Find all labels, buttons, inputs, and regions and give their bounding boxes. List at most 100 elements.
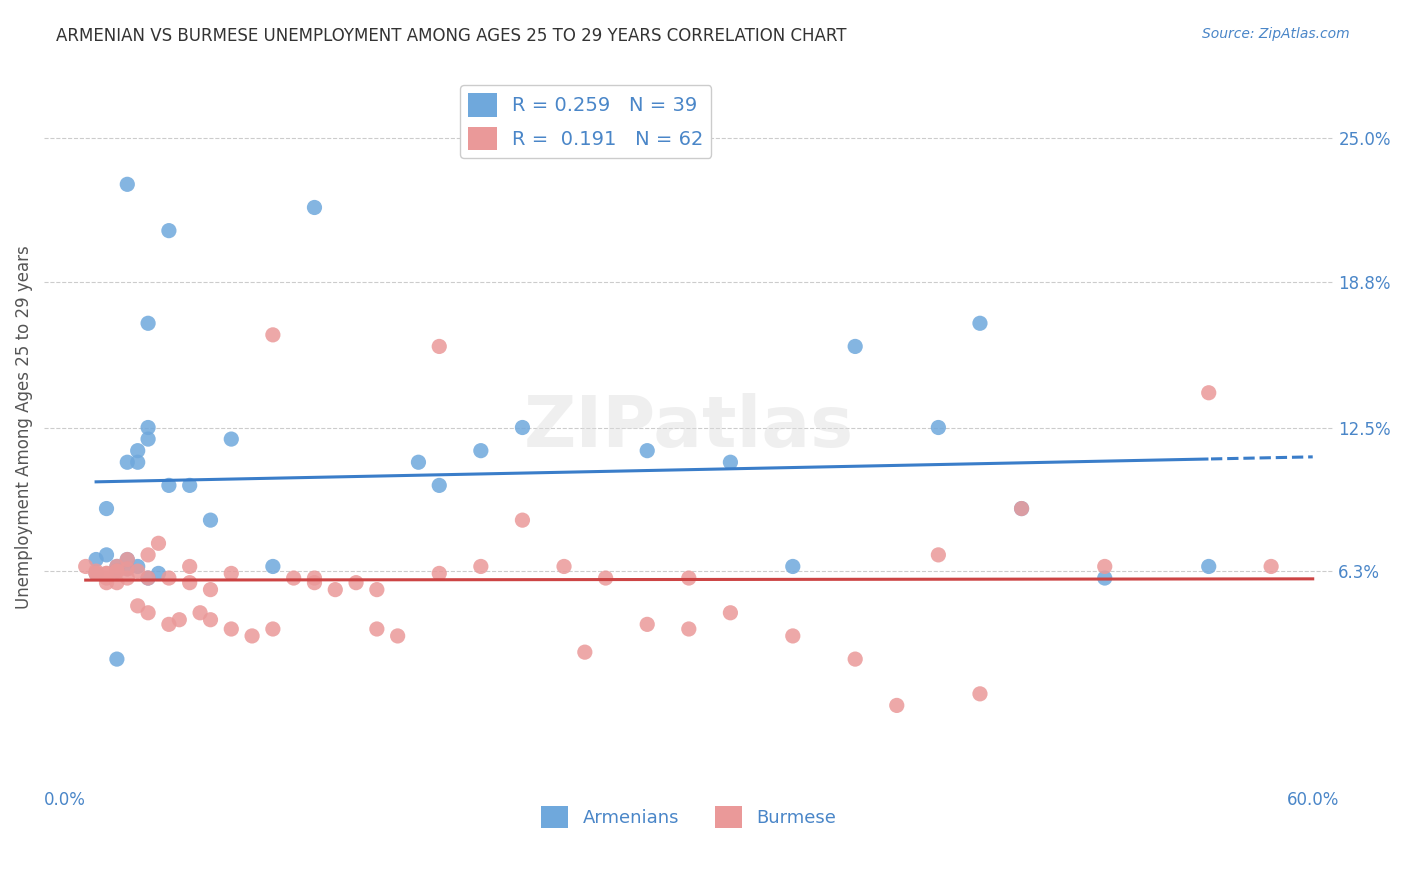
- Point: [96, 566, 118, 581]
- Point: [427, 566, 450, 581]
- Point: [219, 566, 242, 581]
- Point: [117, 552, 139, 566]
- Text: Source: ZipAtlas.com: Source: ZipAtlas.com: [1202, 27, 1350, 41]
- Point: [117, 562, 139, 576]
- Point: [1094, 571, 1116, 585]
- Point: [304, 575, 326, 590]
- Point: [969, 316, 991, 330]
- Point: [366, 582, 388, 597]
- Text: ZIPatlas: ZIPatlas: [524, 393, 853, 462]
- Point: [718, 606, 741, 620]
- Point: [157, 617, 180, 632]
- Point: [844, 652, 866, 666]
- Point: [927, 420, 949, 434]
- Point: [179, 575, 201, 590]
- Point: [136, 432, 159, 446]
- Point: [105, 575, 128, 590]
- Point: [105, 559, 128, 574]
- Point: [127, 455, 149, 469]
- Point: [179, 478, 201, 492]
- Point: [188, 606, 211, 620]
- Point: [169, 613, 191, 627]
- Point: [1260, 559, 1282, 574]
- Point: [969, 687, 991, 701]
- Y-axis label: Unemployment Among Ages 25 to 29 years: Unemployment Among Ages 25 to 29 years: [15, 245, 32, 609]
- Legend: Armenians, Burmese: Armenians, Burmese: [534, 798, 844, 835]
- Point: [344, 575, 367, 590]
- Point: [84, 564, 107, 578]
- Point: [136, 316, 159, 330]
- Point: [117, 178, 139, 192]
- Point: [200, 613, 222, 627]
- Point: [105, 564, 128, 578]
- Point: [323, 582, 346, 597]
- Point: [179, 559, 201, 574]
- Point: [595, 571, 617, 585]
- Point: [470, 443, 492, 458]
- Point: [782, 559, 804, 574]
- Point: [105, 564, 128, 578]
- Point: [127, 599, 149, 613]
- Point: [636, 617, 658, 632]
- Point: [96, 566, 118, 581]
- Point: [240, 629, 263, 643]
- Point: [553, 559, 575, 574]
- Point: [304, 571, 326, 585]
- Point: [427, 339, 450, 353]
- Point: [96, 501, 118, 516]
- Point: [117, 571, 139, 585]
- Point: [200, 582, 222, 597]
- Point: [127, 559, 149, 574]
- Point: [283, 571, 305, 585]
- Point: [427, 478, 450, 492]
- Point: [387, 629, 409, 643]
- Point: [844, 339, 866, 353]
- Point: [117, 562, 139, 576]
- Point: [136, 571, 159, 585]
- Point: [105, 652, 128, 666]
- Point: [574, 645, 596, 659]
- Point: [136, 548, 159, 562]
- Point: [1094, 559, 1116, 574]
- Point: [127, 564, 149, 578]
- Point: [84, 566, 107, 581]
- Point: [366, 622, 388, 636]
- Point: [304, 201, 326, 215]
- Point: [157, 478, 180, 492]
- Point: [157, 224, 180, 238]
- Point: [219, 622, 242, 636]
- Point: [678, 622, 700, 636]
- Point: [117, 552, 139, 566]
- Point: [512, 513, 534, 527]
- Point: [718, 455, 741, 469]
- Point: [148, 566, 170, 581]
- Point: [886, 698, 908, 713]
- Point: [1198, 559, 1220, 574]
- Point: [96, 571, 118, 585]
- Point: [136, 606, 159, 620]
- Point: [262, 559, 284, 574]
- Point: [262, 327, 284, 342]
- Point: [219, 432, 242, 446]
- Point: [1198, 385, 1220, 400]
- Point: [782, 629, 804, 643]
- Point: [512, 420, 534, 434]
- Point: [200, 513, 222, 527]
- Point: [136, 420, 159, 434]
- Point: [470, 559, 492, 574]
- Point: [105, 564, 128, 578]
- Point: [678, 571, 700, 585]
- Point: [1011, 501, 1033, 516]
- Point: [117, 455, 139, 469]
- Point: [84, 566, 107, 581]
- Point: [927, 548, 949, 562]
- Point: [408, 455, 430, 469]
- Point: [136, 571, 159, 585]
- Point: [148, 536, 170, 550]
- Point: [262, 622, 284, 636]
- Point: [75, 559, 97, 574]
- Point: [127, 443, 149, 458]
- Point: [84, 552, 107, 566]
- Point: [1011, 501, 1033, 516]
- Point: [84, 566, 107, 581]
